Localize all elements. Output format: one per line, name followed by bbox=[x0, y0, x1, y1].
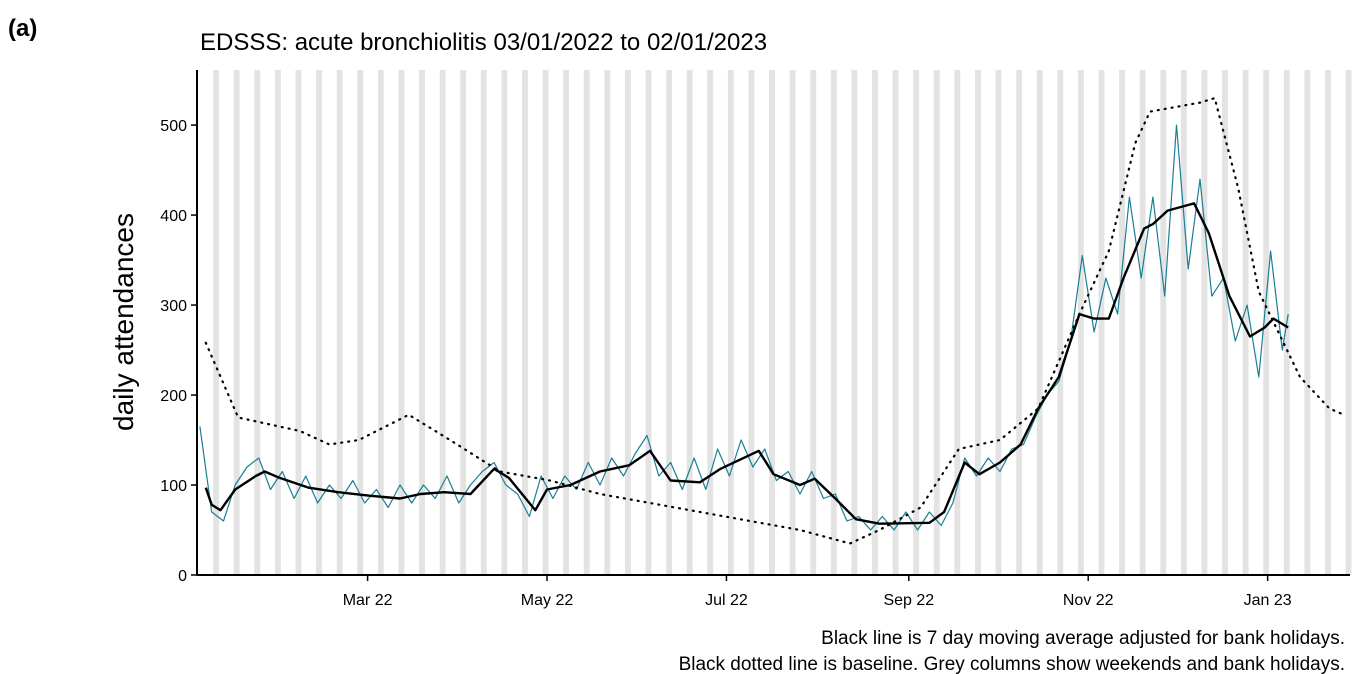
weekend-column bbox=[913, 70, 920, 575]
note: Black dotted line is baseline. Grey colu… bbox=[679, 654, 1345, 674]
weekend-column bbox=[666, 70, 673, 575]
weekend-column bbox=[1036, 70, 1043, 575]
shading bbox=[213, 70, 1352, 575]
weekend-column bbox=[727, 70, 734, 575]
weekend-column bbox=[398, 70, 405, 575]
weekend-column bbox=[274, 70, 281, 575]
weekend-column bbox=[1304, 70, 1311, 575]
weekend-column bbox=[563, 70, 570, 575]
weekend-column bbox=[1324, 70, 1331, 575]
x-tick-label: Jan 23 bbox=[1244, 592, 1292, 609]
weekend-column bbox=[974, 70, 981, 575]
weekend-column bbox=[789, 70, 796, 575]
weekend-column bbox=[810, 70, 817, 575]
y-tick-label: 400 bbox=[160, 208, 187, 225]
weekend-column bbox=[295, 70, 302, 575]
weekend-column bbox=[357, 70, 364, 575]
weekend-column bbox=[1160, 70, 1167, 575]
weekend-column bbox=[1180, 70, 1187, 575]
x-tick-label: Sep 22 bbox=[883, 592, 934, 609]
y-tick-label: 100 bbox=[160, 478, 187, 495]
weekend-column bbox=[933, 70, 940, 575]
weekend-column bbox=[624, 70, 631, 575]
weekend-column bbox=[995, 70, 1002, 575]
weekend-column bbox=[954, 70, 961, 575]
x-tick-label: Mar 22 bbox=[343, 592, 393, 609]
series-line bbox=[204, 202, 1289, 525]
series-line bbox=[199, 124, 1289, 531]
y-tick-label: 200 bbox=[160, 388, 187, 405]
y-tick-label: 0 bbox=[178, 568, 187, 585]
y-axis-label: daily attendances bbox=[108, 213, 139, 431]
weekend-column bbox=[316, 70, 323, 575]
weekend-column bbox=[419, 70, 425, 575]
weekend-column bbox=[1242, 70, 1249, 575]
weekend-column bbox=[377, 70, 384, 575]
weekend-column bbox=[892, 70, 899, 575]
weekend-column bbox=[254, 70, 261, 575]
weekend-column bbox=[1016, 70, 1023, 575]
y-tick-label: 500 bbox=[160, 118, 187, 135]
weekend-column bbox=[1139, 70, 1146, 575]
weekend-column bbox=[480, 70, 487, 575]
weekend-column bbox=[583, 70, 590, 575]
weekend-column bbox=[1057, 70, 1064, 575]
weekend-column bbox=[748, 70, 755, 575]
weekend-column bbox=[1077, 70, 1084, 575]
x-tick-label: Nov 22 bbox=[1063, 592, 1114, 609]
weekend-column bbox=[1222, 70, 1228, 575]
weekend-column bbox=[604, 70, 611, 575]
weekend-column bbox=[830, 70, 837, 575]
panel-label: (a) bbox=[8, 15, 37, 42]
weekend-column bbox=[439, 70, 446, 575]
weekend-column bbox=[769, 70, 775, 575]
weekend-column bbox=[851, 70, 858, 575]
weekend-column bbox=[336, 70, 343, 575]
weekend-column bbox=[213, 70, 220, 575]
y-tick-label: 300 bbox=[160, 298, 187, 315]
weekend-column bbox=[542, 70, 549, 575]
weekend-column bbox=[707, 70, 714, 575]
weekend-column bbox=[1263, 70, 1270, 575]
weekend-column bbox=[645, 70, 652, 575]
x-tick-label: Jul 22 bbox=[705, 592, 748, 609]
weekend-column bbox=[460, 70, 467, 575]
weekend-column bbox=[1201, 70, 1208, 575]
weekend-column bbox=[522, 70, 528, 575]
weekend-column bbox=[501, 70, 508, 575]
weekend-column bbox=[1345, 70, 1352, 575]
weekend-column bbox=[1119, 70, 1125, 575]
note: Black line is 7 day moving average adjus… bbox=[821, 628, 1345, 649]
lines bbox=[199, 96, 1346, 545]
series-line bbox=[204, 96, 1346, 545]
chart-title: EDSSS: acute bronchiolitis 03/01/2022 to… bbox=[200, 29, 767, 56]
weekend-column bbox=[872, 70, 878, 575]
weekend-column bbox=[233, 70, 240, 575]
x-tick-label: May 22 bbox=[521, 592, 574, 609]
weekend-column bbox=[686, 70, 693, 575]
weekend-column bbox=[1098, 70, 1105, 575]
